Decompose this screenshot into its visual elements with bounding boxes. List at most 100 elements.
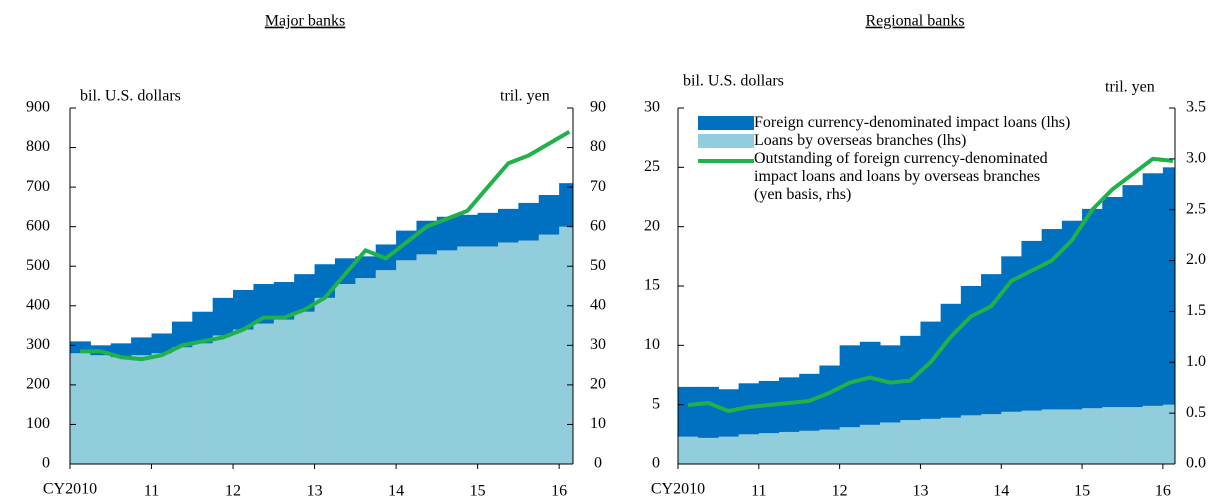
y2-tick-label: 0.0	[1186, 455, 1206, 472]
legend-label: Loans by overseas branches (lhs)	[754, 132, 967, 149]
bar-segment	[253, 284, 275, 324]
bar-segment	[859, 424, 881, 464]
y-tick-label: 400	[26, 296, 50, 313]
bar-segment	[738, 434, 760, 464]
y2-tick-label: 90	[590, 99, 606, 116]
bar-segment	[900, 420, 921, 464]
bar-segment	[518, 202, 540, 241]
line	[687, 156, 1174, 414]
bar-segment	[1061, 409, 1083, 464]
y-tick-label: 600	[26, 217, 50, 234]
bar-segment	[920, 321, 942, 419]
bar-segment	[212, 297, 234, 336]
legend-swatch	[698, 159, 754, 163]
legend-item: Outstanding of foreign currency-denomina…	[698, 150, 1168, 204]
bar-segment	[559, 183, 574, 227]
bar-segment	[1041, 229, 1063, 410]
x-tick-label: 14	[993, 483, 1009, 500]
y-tick-label: 5	[652, 395, 660, 412]
y2-tick-label: 80	[590, 138, 606, 155]
bar-segment	[1001, 256, 1022, 412]
bar-segment	[1021, 240, 1043, 411]
bar-segment	[678, 436, 699, 464]
x-tick-label: CY2010	[43, 481, 97, 498]
bar-segment	[131, 355, 153, 464]
y-tick-label: 10	[644, 336, 660, 353]
bar-segment	[273, 319, 295, 464]
y2-tick-label: 50	[590, 257, 606, 274]
y2-axis-label: tril. yen	[1105, 79, 1155, 96]
x-tick-label: 11	[144, 483, 159, 500]
bar-segment	[960, 415, 982, 464]
bar-segment	[1102, 197, 1123, 408]
y2-axis-label: tril. yen	[500, 88, 550, 105]
x-tick-label: 16	[1155, 483, 1171, 500]
bar-segment	[314, 264, 336, 298]
bar-segment	[416, 254, 438, 464]
bar-segment	[981, 414, 1002, 464]
legend-label: Foreign currency-denominated impact loan…	[754, 114, 1071, 131]
bar-segment	[799, 430, 820, 464]
bar-segment	[1021, 410, 1043, 464]
y-axis-label: bil. U.S. dollars	[683, 73, 784, 90]
bar-segment	[839, 427, 861, 464]
bar-segment	[1082, 408, 1103, 464]
bar-segment	[171, 321, 193, 348]
bar-segment	[1082, 208, 1103, 409]
bar-segment	[1001, 411, 1022, 464]
y2-tick-label: 1.5	[1186, 302, 1206, 319]
x-tick-label: 15	[470, 483, 486, 500]
bar-segment	[273, 282, 295, 320]
y-tick-label: 20	[644, 217, 660, 234]
legend-swatch	[698, 134, 754, 148]
y-tick-label: 300	[26, 336, 50, 353]
y-tick-label: 0	[652, 455, 660, 472]
bar-segment	[396, 260, 417, 464]
bar-segment	[940, 417, 962, 464]
bar-segment	[192, 311, 214, 344]
y2-tick-label: 60	[590, 217, 606, 234]
y2-tick-label: 2.0	[1186, 251, 1206, 268]
y-tick-label: 25	[644, 158, 660, 175]
bar-segment	[1122, 185, 1144, 408]
x-tick-label: 12	[832, 483, 848, 500]
y2-tick-label: 3.0	[1186, 150, 1206, 167]
bar-segment	[538, 234, 560, 464]
x-tick-label: 13	[307, 483, 323, 500]
bar-segment	[477, 212, 499, 247]
legend-label: Outstanding of foreign currency-denomina…	[754, 150, 1048, 203]
bar-segment	[1162, 404, 1176, 464]
bar-segment	[819, 429, 841, 464]
bar-segment	[171, 347, 193, 464]
line	[80, 130, 571, 362]
bar-segment	[920, 418, 942, 464]
bar-segment	[436, 250, 458, 464]
bar-segment	[518, 240, 540, 464]
bar-segment	[355, 256, 377, 279]
bar-segment	[880, 422, 901, 464]
bar-segment	[758, 380, 780, 434]
bar-segment	[497, 208, 519, 243]
y2-tick-label: 20	[590, 376, 606, 393]
bar-segment	[1122, 407, 1144, 464]
bar-segment	[334, 284, 356, 464]
y2-tick-label: 3.5	[1186, 99, 1206, 116]
y2-tick-label: 1.0	[1186, 353, 1206, 370]
bar-segment	[559, 226, 574, 464]
bar-segment	[212, 335, 234, 464]
bar-segment	[1041, 409, 1063, 464]
bar-segment	[497, 242, 519, 464]
bar-segment	[1102, 407, 1123, 464]
bar-segment	[457, 246, 479, 464]
y-tick-label: 30	[644, 99, 660, 116]
x-tick-label: 11	[751, 483, 766, 500]
y-tick-label: 700	[26, 178, 50, 195]
legend-item: Loans by overseas branches (lhs)	[698, 132, 1168, 150]
panel-title: Regional banks	[865, 13, 964, 30]
legend-swatch	[698, 116, 754, 130]
bar-segment	[314, 297, 336, 464]
bar-segment	[940, 303, 962, 418]
bar-segment	[151, 333, 173, 354]
y2-tick-label: 10	[590, 415, 606, 432]
